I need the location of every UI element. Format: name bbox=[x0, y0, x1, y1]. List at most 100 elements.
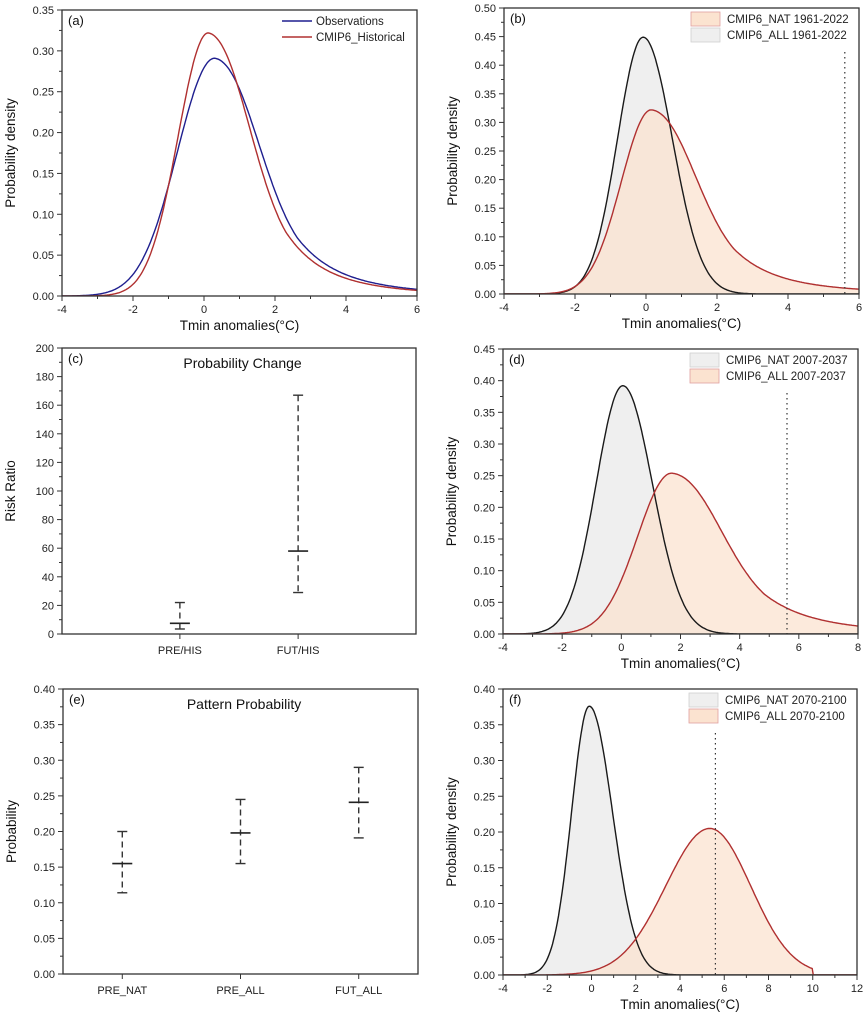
x-tick-label: 6 bbox=[721, 983, 727, 995]
y-tick-label: 0.05 bbox=[475, 260, 496, 272]
x-tick-label: 2 bbox=[272, 304, 278, 316]
series-fill-1 bbox=[503, 828, 857, 975]
y-axis-title: Risk Ratio bbox=[3, 460, 18, 522]
x-tick-label: 8 bbox=[855, 642, 861, 654]
y-tick-label: 0.20 bbox=[474, 827, 495, 839]
legend-swatch bbox=[688, 692, 719, 708]
x-tick-label: 8 bbox=[765, 983, 771, 995]
panel-label: (d) bbox=[509, 352, 525, 367]
y-tick-label: 0.35 bbox=[474, 407, 495, 419]
y-tick-label: 0.00 bbox=[474, 970, 495, 982]
y-tick-label: 0.25 bbox=[34, 791, 55, 803]
y-tick-label: 0.15 bbox=[475, 203, 496, 215]
y-tick-label: 0.10 bbox=[474, 899, 495, 911]
y-tick-label: 0.40 bbox=[34, 684, 55, 696]
x-tick-label: -2 bbox=[542, 983, 552, 995]
legend-label: CMIP6_ALL 2007-2037 bbox=[726, 371, 846, 383]
y-tick-label: 0.05 bbox=[33, 250, 54, 262]
x-axis-title: Tmin anomalies(°C) bbox=[180, 318, 299, 333]
y-tick-label: 200 bbox=[36, 343, 54, 355]
y-tick-label: 0.05 bbox=[474, 934, 495, 946]
y-tick-label: 0.15 bbox=[474, 863, 495, 875]
panel-label: (b) bbox=[510, 11, 526, 26]
y-tick-label: 0.25 bbox=[474, 471, 495, 483]
panel-e: PRE_NAT PRE_ALL FUT_ALL 0.00 0.05 0.10 0.15 0.2… bbox=[4, 684, 419, 997]
y-tick-label: 100 bbox=[36, 486, 54, 498]
y-tick-label: 0.20 bbox=[34, 827, 55, 839]
errorbar-1 bbox=[288, 394, 309, 594]
y-tick-label: 0.35 bbox=[33, 5, 54, 17]
y-tick-label: 0.30 bbox=[474, 756, 495, 768]
panel-a: 0.00 0.05 0.10 0.15 0.20 0.25 0.30 0.35 -4 -2 0 2 4 6… bbox=[3, 5, 420, 333]
legend: Observations CMIP6_Historical bbox=[282, 16, 405, 44]
y-tick-label: 0.15 bbox=[34, 862, 55, 874]
panel-b: 0.00 0.05 0.10 0.15 0.20 0.25 0.30 0.35 0.40 0.45… bbox=[445, 3, 862, 331]
y-tick-label: 0.00 bbox=[34, 969, 55, 981]
y-tick-label: 0.40 bbox=[474, 684, 495, 696]
legend-label: CMIP6_NAT 1961-2022 bbox=[727, 14, 849, 26]
x-tick-label: FUT_ALL bbox=[335, 985, 382, 997]
y-tick-label: 0.15 bbox=[33, 168, 54, 180]
y-tick-label: 0.25 bbox=[474, 791, 495, 803]
series-line-0 bbox=[504, 109, 859, 294]
panel-d: 0.00 0.05 0.10 0.15 0.20 0.25 0.30 0.35 0.40 0.45… bbox=[444, 344, 861, 671]
y-tick-label: 0.40 bbox=[475, 60, 496, 72]
y-tick-label: 0.00 bbox=[474, 629, 495, 641]
x-tick-label: 4 bbox=[343, 304, 349, 316]
x-tick-label: 0 bbox=[643, 302, 649, 314]
series-line-0 bbox=[503, 384, 858, 634]
legend: CMIP6_NAT 2070-2100 CMIP6_ALL 2070-2100 bbox=[688, 692, 847, 724]
y-axis-title: Probability density bbox=[444, 777, 459, 887]
y-tick-label: 0.45 bbox=[475, 32, 496, 44]
series-fill-0 bbox=[503, 706, 857, 975]
errorbar-0 bbox=[169, 601, 190, 630]
legend-swatch bbox=[689, 352, 720, 368]
x-tick-label: PRE_NAT bbox=[97, 985, 147, 997]
y-tick-label: 0.00 bbox=[475, 289, 496, 301]
y-tick-label: 0.30 bbox=[475, 117, 496, 129]
legend-swatch bbox=[690, 27, 721, 43]
x-tick-label: -4 bbox=[498, 642, 508, 654]
x-tick-label: -4 bbox=[498, 983, 508, 995]
y-tick-label: 140 bbox=[36, 429, 54, 441]
y-tick-label: 0.15 bbox=[474, 534, 495, 546]
x-tick-label: 6 bbox=[414, 304, 420, 316]
series-group bbox=[503, 705, 857, 975]
series-fill-0 bbox=[503, 385, 858, 634]
y-axis-title: Probability bbox=[4, 800, 19, 863]
y-tick-label: 0.20 bbox=[474, 502, 495, 514]
x-tick-label: 10 bbox=[807, 983, 819, 995]
y-tick-label: 0.35 bbox=[475, 89, 496, 101]
series-group bbox=[503, 384, 858, 634]
panel-title: Pattern Probability bbox=[187, 696, 301, 712]
series-fill-0 bbox=[504, 109, 859, 294]
x-tick-label: 6 bbox=[796, 642, 802, 654]
y-tick-label: 40 bbox=[42, 572, 54, 584]
x-tick-label: -2 bbox=[570, 302, 580, 314]
y-tick-label: 0.05 bbox=[474, 597, 495, 609]
series-line-0 bbox=[62, 57, 417, 296]
legend-label: Observations bbox=[316, 16, 384, 28]
x-tick-label: PRE/HIS bbox=[158, 645, 202, 657]
y-tick-label: 0.10 bbox=[475, 232, 496, 244]
y-tick-label: 0.10 bbox=[474, 566, 495, 578]
errorbar-0 bbox=[112, 830, 133, 894]
x-tick-label: -4 bbox=[57, 304, 67, 316]
x-tick-label: 4 bbox=[737, 642, 743, 654]
y-axis-title: Probability density bbox=[3, 98, 18, 208]
x-axis-title: Tmin anomalies(°C) bbox=[622, 316, 741, 331]
y-axis-title: Probability density bbox=[445, 96, 460, 206]
y-tick-label: 0.35 bbox=[34, 720, 55, 732]
x-tick-label: 2 bbox=[633, 983, 639, 995]
y-tick-label: 0.00 bbox=[33, 291, 54, 303]
panel-label: (c) bbox=[68, 351, 83, 366]
errorbar-1 bbox=[230, 798, 251, 865]
x-tick-label: 6 bbox=[856, 302, 862, 314]
x-tick-label: PRE_ALL bbox=[216, 985, 264, 997]
y-tick-label: 80 bbox=[42, 515, 54, 527]
panel-label: (e) bbox=[69, 692, 85, 707]
x-tick-label: 12 bbox=[851, 983, 863, 995]
legend-label: CMIP6_Historical bbox=[316, 32, 405, 44]
legend-label: CMIP6_NAT 2070-2100 bbox=[725, 695, 847, 707]
